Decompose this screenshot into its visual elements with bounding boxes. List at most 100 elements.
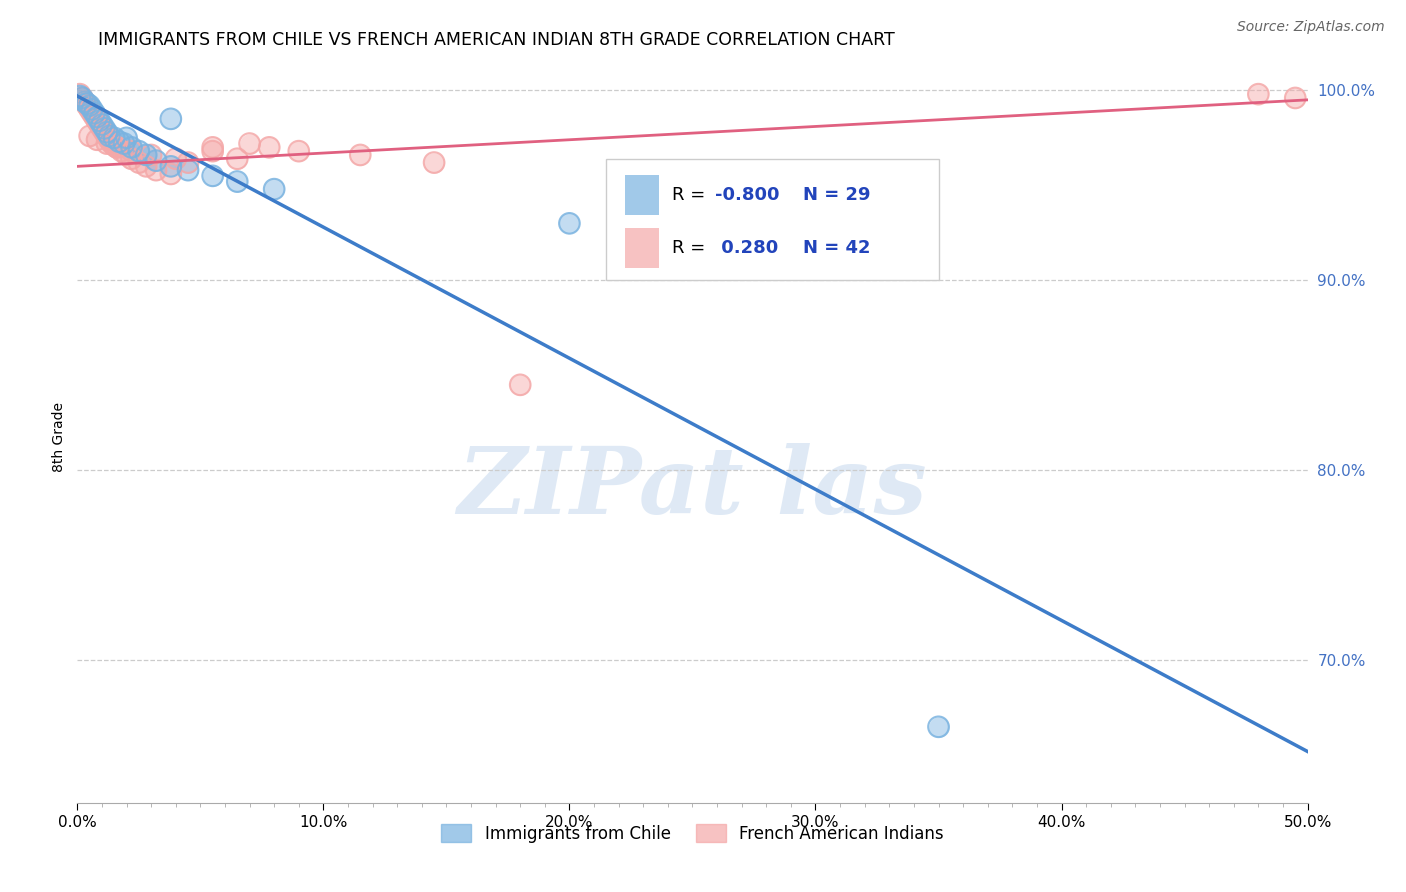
Point bbox=[86, 113, 108, 128]
Point bbox=[98, 128, 121, 143]
Point bbox=[103, 131, 125, 145]
Point bbox=[98, 128, 121, 143]
Point bbox=[86, 133, 108, 147]
Point bbox=[79, 103, 101, 117]
Point bbox=[201, 140, 224, 154]
Point bbox=[96, 128, 118, 143]
Point bbox=[73, 95, 96, 109]
Point bbox=[121, 152, 143, 166]
Point bbox=[226, 152, 249, 166]
Point bbox=[145, 163, 167, 178]
Point bbox=[349, 148, 371, 162]
Point bbox=[82, 106, 104, 120]
Point bbox=[96, 125, 118, 139]
Point bbox=[111, 144, 132, 158]
Point bbox=[76, 98, 98, 112]
Text: R =: R = bbox=[672, 186, 710, 203]
Point bbox=[93, 121, 115, 136]
Point bbox=[70, 91, 93, 105]
Text: 0.280: 0.280 bbox=[714, 239, 778, 257]
FancyBboxPatch shape bbox=[606, 159, 939, 280]
Point bbox=[79, 98, 101, 112]
Point bbox=[93, 125, 115, 139]
Point bbox=[423, 155, 446, 169]
Point bbox=[76, 96, 98, 111]
Point bbox=[201, 144, 224, 158]
Point bbox=[105, 140, 128, 154]
Point bbox=[103, 131, 125, 145]
Legend: Immigrants from Chile, French American Indians: Immigrants from Chile, French American I… bbox=[434, 818, 950, 849]
Point bbox=[141, 148, 163, 162]
Point bbox=[98, 133, 121, 147]
Point bbox=[89, 118, 111, 132]
Text: IMMIGRANTS FROM CHILE VS FRENCH AMERICAN INDIAN 8TH GRADE CORRELATION CHART: IMMIGRANTS FROM CHILE VS FRENCH AMERICAN… bbox=[98, 31, 896, 49]
Point bbox=[83, 110, 105, 124]
Point bbox=[121, 140, 143, 154]
Point bbox=[558, 216, 581, 230]
Point bbox=[135, 148, 157, 162]
Point bbox=[165, 152, 187, 166]
Point bbox=[115, 131, 138, 145]
Text: -0.800: -0.800 bbox=[714, 186, 779, 203]
Point bbox=[96, 136, 118, 151]
Point bbox=[108, 135, 131, 149]
Point bbox=[160, 167, 183, 181]
Point bbox=[1284, 91, 1306, 105]
Point bbox=[108, 135, 131, 149]
Point bbox=[69, 89, 91, 103]
Point bbox=[96, 125, 118, 139]
Point bbox=[90, 121, 114, 136]
Text: ZIPat las: ZIPat las bbox=[457, 443, 928, 533]
Point bbox=[121, 144, 143, 158]
Point bbox=[160, 159, 183, 173]
Point bbox=[70, 91, 93, 105]
Point bbox=[145, 163, 167, 178]
Point bbox=[509, 377, 531, 392]
Point bbox=[145, 153, 167, 168]
Point bbox=[98, 133, 121, 147]
Point bbox=[86, 133, 108, 147]
Point bbox=[90, 118, 114, 132]
Point bbox=[73, 95, 96, 109]
Point bbox=[82, 103, 104, 117]
Point bbox=[83, 106, 105, 120]
Point bbox=[105, 140, 128, 154]
Point bbox=[86, 110, 108, 124]
Point bbox=[73, 95, 96, 109]
Point bbox=[69, 87, 91, 102]
Point bbox=[69, 89, 91, 103]
Point bbox=[128, 144, 150, 158]
Point bbox=[115, 131, 138, 145]
FancyBboxPatch shape bbox=[624, 175, 659, 215]
Point bbox=[115, 148, 138, 162]
Y-axis label: 8th Grade: 8th Grade bbox=[52, 402, 66, 472]
Point bbox=[128, 144, 150, 158]
Point bbox=[112, 136, 135, 151]
Point bbox=[76, 98, 98, 112]
Point bbox=[69, 87, 91, 102]
Point bbox=[226, 175, 249, 189]
Point bbox=[83, 106, 105, 120]
Point bbox=[128, 155, 150, 169]
Point bbox=[259, 140, 281, 154]
FancyBboxPatch shape bbox=[624, 228, 659, 268]
Point bbox=[70, 91, 93, 105]
Point bbox=[226, 152, 249, 166]
Point bbox=[103, 138, 125, 153]
Text: N = 42: N = 42 bbox=[803, 239, 870, 257]
Point bbox=[96, 128, 118, 143]
Point bbox=[70, 91, 93, 105]
Point bbox=[1247, 87, 1270, 102]
Point bbox=[145, 153, 167, 168]
Point bbox=[89, 118, 111, 132]
Point bbox=[135, 159, 157, 173]
Point bbox=[558, 216, 581, 230]
Point bbox=[128, 155, 150, 169]
Point bbox=[201, 169, 224, 183]
Point bbox=[165, 152, 187, 166]
Point bbox=[105, 140, 128, 154]
Point bbox=[89, 113, 111, 128]
Point bbox=[90, 118, 114, 132]
Point bbox=[928, 720, 950, 734]
Point bbox=[263, 182, 285, 196]
